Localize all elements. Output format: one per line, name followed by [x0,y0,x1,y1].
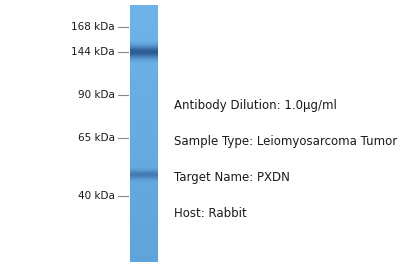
Text: Target Name: PXDN: Target Name: PXDN [174,171,290,184]
Text: Antibody Dilution: 1.0μg/ml: Antibody Dilution: 1.0μg/ml [174,99,337,112]
Text: 40 kDa: 40 kDa [78,191,115,201]
Text: Host: Rabbit: Host: Rabbit [174,207,247,220]
Text: 65 kDa: 65 kDa [78,132,115,143]
Text: 144 kDa: 144 kDa [71,47,115,57]
Text: 168 kDa: 168 kDa [71,22,115,32]
Text: Sample Type: Leiomyosarcoma Tumor Lysate: Sample Type: Leiomyosarcoma Tumor Lysate [174,135,400,148]
Text: 90 kDa: 90 kDa [78,90,115,100]
